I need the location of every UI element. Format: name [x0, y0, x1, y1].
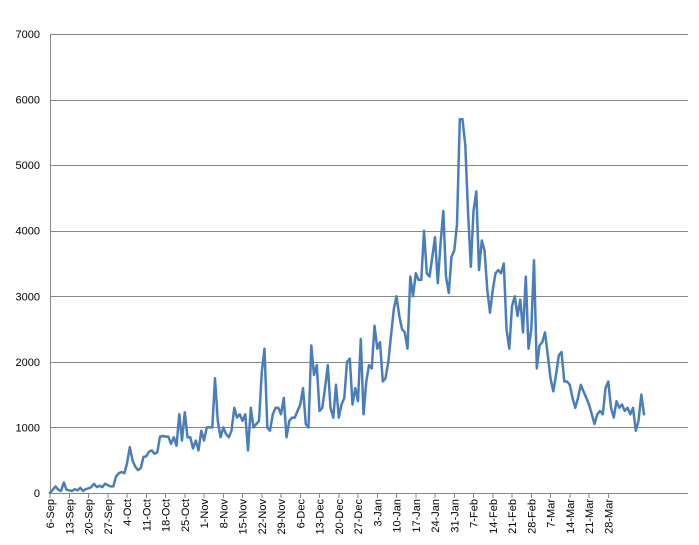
x-tick-label: 28-Mar	[603, 499, 615, 534]
x-tick-label: 27-Dec	[353, 499, 365, 535]
x-tick-label: 6-Dec	[295, 499, 307, 529]
x-tick-label: 22-Nov	[257, 499, 269, 535]
x-tick-label: 24-Jan	[430, 499, 442, 533]
x-tick-label: 1-Nov	[199, 499, 211, 529]
y-tick-label: 0	[34, 488, 40, 500]
x-tick-label: 27-Sep	[103, 499, 115, 534]
y-tick-label: 3000	[16, 291, 40, 303]
x-tick-label: 6-Sep	[45, 499, 57, 528]
x-tick-label: 10-Jan	[392, 499, 404, 533]
x-tick-label: 13-Sep	[64, 499, 76, 534]
y-tick-label: 2000	[16, 357, 40, 369]
y-axis-tick-labels: 0 1000 2000 3000 4000 5000 6000 7000	[16, 29, 40, 500]
x-axis	[49, 34, 688, 498]
x-tick-label: 15-Nov	[238, 499, 250, 535]
x-tick-label: 3-Jan	[372, 499, 384, 527]
x-tick-label: 28-Feb	[526, 499, 538, 534]
x-tick-label: 21-Feb	[507, 499, 519, 534]
x-tick-label: 29-Nov	[276, 499, 288, 535]
x-tick-label: 14-Feb	[488, 499, 500, 534]
x-tick-label: 11-Oct	[141, 499, 153, 531]
x-tick-label: 25-Oct	[180, 499, 192, 532]
gridlines	[50, 34, 688, 428]
y-tick-label: 1000	[16, 422, 40, 434]
x-tick-label: 13-Dec	[315, 499, 327, 535]
x-tick-label: 21-Mar	[584, 499, 596, 534]
x-tick-label: 4-Oct	[122, 499, 134, 526]
x-tick-label: 14-Mar	[565, 499, 577, 534]
y-tick-label: 5000	[16, 160, 40, 172]
x-tick-label: 7-Feb	[469, 499, 481, 528]
x-tick-label: 8-Nov	[218, 499, 230, 529]
series-line-0	[48, 117, 646, 495]
x-axis-tick-labels: 6-Sep 13-Sep 20-Sep 27-Sep 4-Oct 11-Oct 18-Oct…	[45, 499, 615, 535]
x-tick-label: 20-Sep	[84, 499, 96, 534]
x-tick-label: 31-Jan	[449, 499, 461, 533]
x-tick-label: 7-Mar	[546, 499, 558, 528]
y-tick-label: 4000	[16, 226, 40, 238]
y-tick-label: 6000	[16, 95, 40, 107]
y-tick-label: 7000	[16, 29, 40, 41]
x-tick-label: 20-Dec	[334, 499, 346, 535]
x-tick-label: 17-Jan	[411, 499, 423, 533]
series-group	[48, 117, 646, 495]
x-tick-label: 18-Oct	[161, 499, 173, 532]
